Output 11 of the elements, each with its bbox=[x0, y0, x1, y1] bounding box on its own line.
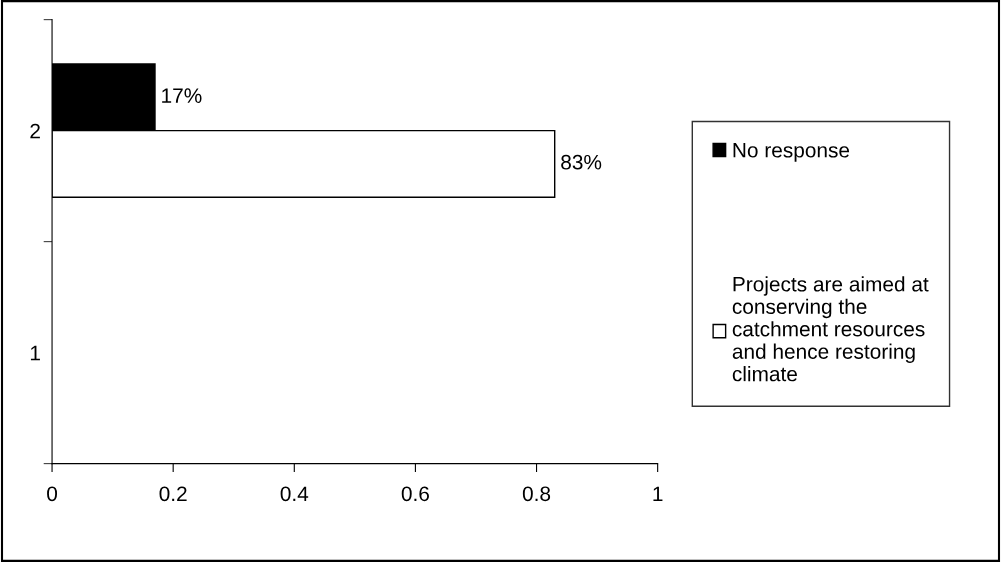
x-tick-label: 1 bbox=[653, 486, 663, 501]
x-tick-label: 0.4 bbox=[280, 486, 309, 502]
x-tick-label: 0.6 bbox=[401, 486, 429, 502]
data-label: 83% bbox=[561, 154, 602, 170]
x-tick-label: 0 bbox=[47, 486, 58, 502]
data-label: 17% bbox=[162, 88, 202, 103]
legend-label: No response bbox=[733, 143, 850, 162]
x-tick-label: 0.8 bbox=[522, 486, 551, 502]
y-tick-label: 2 bbox=[30, 123, 40, 139]
x-tick-label: 0.2 bbox=[159, 486, 187, 502]
legend-label: Projects are aimed at conserving the catchment resources and hence restoring climate bbox=[732, 276, 929, 382]
